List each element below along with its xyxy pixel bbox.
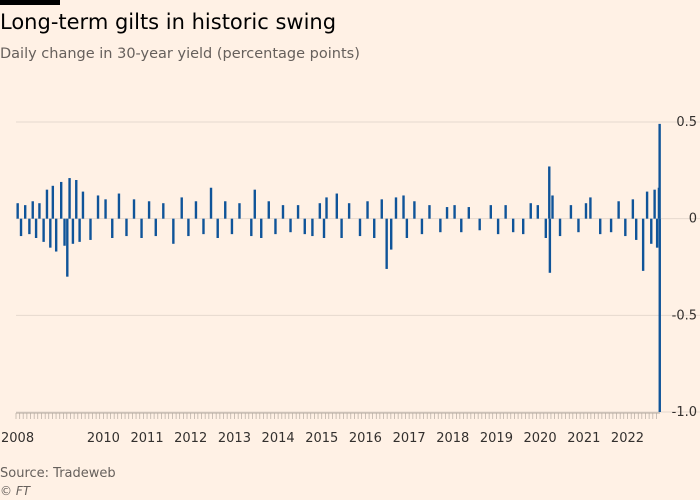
x-tick-label: 2021 [567, 431, 600, 446]
x-tick-label: 2019 [480, 431, 513, 446]
series-bars [16, 123, 661, 412]
x-tick-label: 2017 [393, 431, 426, 446]
x-tick-label: 2011 [131, 431, 164, 446]
y-tick-label: 0 [689, 212, 697, 227]
copyright-note: © FT [0, 484, 31, 498]
chart-subtitle: Daily change in 30-year yield (percentag… [0, 46, 360, 62]
x-tick-label: 2020 [524, 431, 557, 446]
chart-title: Long-term gilts in historic swing [0, 10, 337, 34]
x-tick-label: 2008 [1, 431, 34, 446]
x-tick-label: 2012 [174, 431, 207, 446]
x-tick-label: 2016 [349, 431, 382, 446]
x-tick-label: 2018 [436, 431, 469, 446]
y-tick-label: 0.5 [676, 115, 697, 130]
y-tick-label: -1.0 [672, 405, 697, 420]
brand-top-bar [0, 0, 60, 5]
x-axis: 2008 2010 2011 2012 2013 2014 2015 2016 2017 2018… [1, 412, 660, 446]
x-tick-label: 2014 [262, 431, 295, 446]
x-tick-label: 2022 [611, 431, 644, 446]
y-axis: 0.5 0 -0.5 -1.0 [672, 115, 697, 420]
x-tick-label: 2013 [218, 431, 251, 446]
source-note: Source: Tradeweb [0, 466, 116, 481]
gridlines [16, 121, 700, 413]
x-tick-label: 2010 [87, 431, 120, 446]
x-tick-label: 2015 [305, 431, 338, 446]
y-tick-label: -0.5 [672, 308, 697, 323]
